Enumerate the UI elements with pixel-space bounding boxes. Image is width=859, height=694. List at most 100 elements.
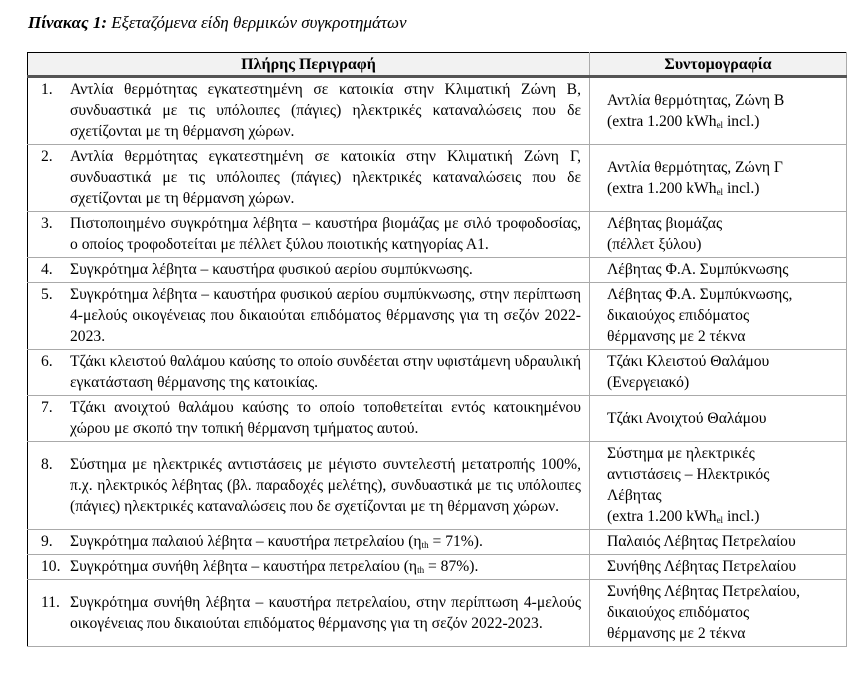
item-number: 9. bbox=[41, 533, 53, 550]
table-row: 2. Αντλία θερμότητας εγκατεστημένη σε κατ… bbox=[27, 144, 847, 212]
description-cell: 7. Τζάκι ανοιχτού θαλάμου καύσης το οποίο… bbox=[27, 395, 590, 442]
text-segment: Αντλία θερμότητας, Ζώνη Γ bbox=[607, 158, 783, 176]
text-segment: incl.) bbox=[723, 112, 760, 130]
text-segment: θέρμανσης με 2 τέκνα bbox=[607, 328, 746, 345]
text-segment: = 71%). bbox=[428, 533, 483, 550]
text-segment: δικαιούχος επιδόματος bbox=[607, 604, 750, 621]
item-number: 4. bbox=[41, 261, 53, 278]
text-segment: Τζάκι κλειστού θαλάμου καύσης το οποίο σ… bbox=[70, 353, 581, 391]
abbreviation-line: Συνήθης Λέβητας Πετρελαίου bbox=[607, 556, 838, 577]
description-cell: 10. Συγκρότημα συνήθη λέβητα – καυστήρα π… bbox=[27, 554, 590, 580]
description-item: 4. Συγκρότημα λέβητα – καυστήρα φυσικού α… bbox=[36, 259, 581, 280]
item-number: 10. bbox=[41, 558, 61, 575]
description-text: Συγκρότημα παλαιού λέβητα – καυστήρα πετ… bbox=[70, 531, 581, 552]
subscript: el bbox=[716, 119, 724, 130]
subscript: th bbox=[417, 565, 425, 575]
text-segment: αντιστάσεις – Ηλεκτρικός bbox=[607, 466, 770, 483]
abbreviation-cell: Σύστημα με ηλεκτρικές αντιστάσεις – Ηλεκτ… bbox=[589, 441, 847, 530]
abbreviation-line: Σύστημα με ηλεκτρικές bbox=[607, 443, 838, 464]
table-row: 8. Σύστημα με ηλεκτρικές αντιστάσεις με μ… bbox=[27, 441, 847, 530]
text-segment: Σύστημα με ηλεκτρικές αντιστάσεις με μέγ… bbox=[70, 455, 581, 515]
heating-systems-table: Πλήρης Περιγραφή Συντομογραφία 1. Αντλία … bbox=[27, 52, 847, 647]
text-segment: Πιστοποιημένο συγκρότημα λέβητα – καυστή… bbox=[70, 215, 581, 253]
text-segment: δικαιούχος επιδόματος bbox=[607, 307, 750, 324]
item-number: 7. bbox=[41, 399, 53, 416]
abbreviation-line: Λέβητας Φ.Α. Συμπύκνωσης bbox=[607, 259, 838, 280]
description-text: Αντλία θερμότητας εγκατεστημένη σε κατοι… bbox=[70, 79, 581, 142]
table-row: 4. Συγκρότημα λέβητα – καυστήρα φυσικού α… bbox=[27, 257, 847, 283]
table-row: 6. Τζάκι κλειστού θαλάμου καύσης το οποίο… bbox=[27, 349, 847, 396]
abbreviation-line: Λέβητας βιομάζας bbox=[607, 213, 838, 234]
abbreviation-cell: Τζάκι Ανοιχτού Θαλάμου bbox=[589, 395, 847, 442]
description-cell: 6. Τζάκι κλειστού θαλάμου καύσης το οποίο… bbox=[27, 349, 590, 396]
text-segment: (extra 1.200 kWh bbox=[607, 112, 717, 130]
text-segment: Λέβητας βιομάζας bbox=[607, 215, 723, 232]
caption-title: Εξεταζόμενα είδη θερμικών συγκροτημάτων bbox=[111, 13, 407, 32]
table-row: 9. Συγκρότημα παλαιού λέβητα – καυστήρα π… bbox=[27, 529, 847, 555]
description-item: 11. Συγκρότημα συνήθη λέβητα – καυστήρα π… bbox=[36, 592, 581, 634]
abbreviation-line: Τζάκι Κλειστού Θαλάμου bbox=[607, 351, 838, 372]
description-item: 5. Συγκρότημα λέβητα – καυστήρα φυσικού α… bbox=[36, 284, 581, 347]
abbreviation-line: (extra 1.200 kWhel incl.) bbox=[607, 506, 838, 527]
description-text: Τζάκι κλειστού θαλάμου καύσης το οποίο σ… bbox=[70, 351, 581, 393]
text-segment: Συνήθης Λέβητας Πετρελαίου bbox=[607, 558, 797, 575]
text-segment: (extra 1.200 kWh bbox=[607, 179, 717, 197]
abbreviation-line: (extra 1.200 kWhel incl.) bbox=[607, 111, 838, 132]
abbreviation-cell: Παλαιός Λέβητας Πετρελαίου bbox=[589, 529, 847, 555]
table-header-row: Πλήρης Περιγραφή Συντομογραφία bbox=[27, 52, 847, 78]
table-row: 1. Αντλία θερμότητας εγκατεστημένη σε κατ… bbox=[27, 76, 847, 145]
abbreviation-cell: Αντλία θερμότητας, Ζώνη Β (extra 1.200 kW… bbox=[589, 76, 847, 145]
subscript: el bbox=[716, 515, 724, 525]
abbreviation-line: δικαιούχος επιδόματος bbox=[607, 602, 838, 623]
header-description: Πλήρης Περιγραφή bbox=[27, 52, 590, 78]
item-number: 2. bbox=[41, 148, 53, 165]
caption-label: Πίνακας 1: bbox=[28, 13, 107, 32]
subscript: el bbox=[716, 186, 724, 197]
text-segment: θέρμανσης με 2 τέκνα bbox=[607, 625, 746, 642]
text-segment: Συνήθης Λέβητας Πετρελαίου, bbox=[607, 583, 801, 600]
abbreviation-line: Αντλία θερμότητας, Ζώνη Γ bbox=[607, 157, 838, 178]
header-abbreviation: Συντομογραφία bbox=[589, 52, 847, 78]
description-item: 8. Σύστημα με ηλεκτρικές αντιστάσεις με μ… bbox=[36, 454, 581, 517]
text-segment: incl.) bbox=[723, 179, 760, 197]
text-segment: (Ενεργειακό) bbox=[607, 374, 690, 391]
abbreviation-cell: Λέβητας βιομάζας (πέλλετ ξύλου) bbox=[589, 211, 847, 258]
description-text: Συγκρότημα συνήθη λέβητα – καυστήρα πετρ… bbox=[70, 592, 581, 634]
item-number: 8. bbox=[41, 455, 53, 473]
subscript: th bbox=[421, 540, 429, 550]
description-cell: 5. Συγκρότημα λέβητα – καυστήρα φυσικού α… bbox=[27, 282, 590, 350]
description-text: Αντλία θερμότητας εγκατεστημένη σε κατοι… bbox=[70, 146, 581, 209]
abbreviation-line: (Ενεργειακό) bbox=[607, 372, 838, 393]
text-segment: Σύστημα με ηλεκτρικές bbox=[607, 445, 755, 462]
description-item: 2. Αντλία θερμότητας εγκατεστημένη σε κατ… bbox=[36, 146, 581, 209]
text-segment: Λέβητας Φ.Α. Συμπύκνωσης, bbox=[607, 286, 793, 303]
text-segment: Αντλία θερμότητας εγκατεστημένη σε κατοι… bbox=[70, 81, 581, 140]
description-cell: 11. Συγκρότημα συνήθη λέβητα – καυστήρα π… bbox=[27, 579, 590, 647]
text-segment: Τζάκι ανοιχτού θαλάμου καύσης το οποίο τ… bbox=[70, 399, 581, 437]
abbreviation-line: Συνήθης Λέβητας Πετρελαίου, bbox=[607, 581, 838, 602]
text-segment: Συγκρότημα λέβητα – καυστήρα φυσικού αερ… bbox=[70, 261, 473, 278]
text-segment: Τζάκι Κλειστού Θαλάμου bbox=[607, 353, 770, 370]
item-number: 1. bbox=[41, 81, 53, 98]
description-text: Πιστοποιημένο συγκρότημα λέβητα – καυστή… bbox=[70, 213, 581, 255]
description-cell: 1. Αντλία θερμότητας εγκατεστημένη σε κατ… bbox=[27, 76, 590, 145]
abbreviation-line: (πέλλετ ξύλου) bbox=[607, 234, 838, 255]
description-text: Συγκρότημα συνήθη λέβητα – καυστήρα πετρ… bbox=[70, 556, 581, 577]
text-segment: (πέλλετ ξύλου) bbox=[607, 236, 702, 253]
description-text: Συγκρότημα λέβητα – καυστήρα φυσικού αερ… bbox=[70, 284, 581, 347]
description-cell: 3. Πιστοποιημένο συγκρότημα λέβητα – καυσ… bbox=[27, 211, 590, 258]
table-row: 11. Συγκρότημα συνήθη λέβητα – καυστήρα π… bbox=[27, 579, 847, 647]
text-segment: Συγκρότημα συνήθη λέβητα – καυστήρα πετρ… bbox=[70, 593, 581, 632]
table-caption: Πίνακας 1: Εξεταζόμενα είδη θερμικών συγ… bbox=[28, 13, 407, 33]
abbreviation-line: Παλαιός Λέβητας Πετρελαίου bbox=[607, 531, 838, 552]
table-row: 7. Τζάκι ανοιχτού θαλάμου καύσης το οποίο… bbox=[27, 395, 847, 442]
abbreviation-line: (extra 1.200 kWhel incl.) bbox=[607, 178, 838, 199]
abbreviation-line: δικαιούχος επιδόματος bbox=[607, 305, 838, 326]
description-item: 10. Συγκρότημα συνήθη λέβητα – καυστήρα π… bbox=[36, 556, 581, 577]
abbreviation-cell: Λέβητας Φ.Α. Συμπύκνωσης, δικαιούχος επιδ… bbox=[589, 282, 847, 350]
abbreviation-line: θέρμανσης με 2 τέκνα bbox=[607, 623, 838, 644]
abbreviation-line: θέρμανσης με 2 τέκνα bbox=[607, 326, 838, 347]
description-item: 6. Τζάκι κλειστού θαλάμου καύσης το οποίο… bbox=[36, 351, 581, 393]
text-segment: Συγκρότημα συνήθη λέβητα – καυστήρα πετρ… bbox=[70, 558, 418, 575]
abbreviation-line: Λέβητας bbox=[607, 485, 838, 506]
